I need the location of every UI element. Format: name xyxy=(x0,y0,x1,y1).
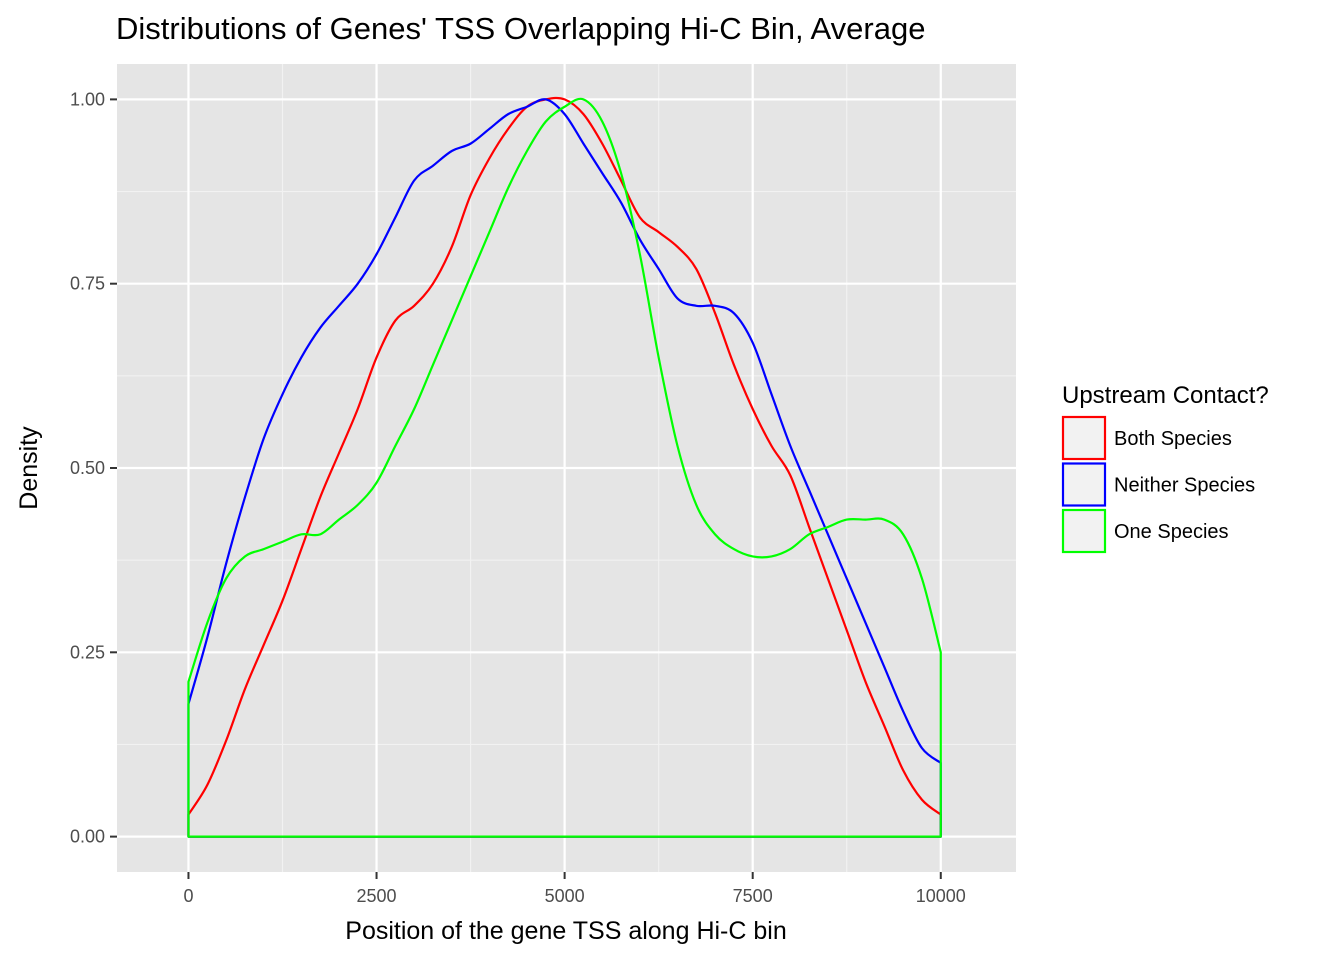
x-tick-label: 10000 xyxy=(916,886,966,906)
legend-label-neither-species: Neither Species xyxy=(1114,475,1255,497)
legend-title: Upstream Contact? xyxy=(1062,382,1269,409)
y-tick-label: 0.50 xyxy=(70,458,105,478)
x-tick-label: 5000 xyxy=(545,886,585,906)
y-axis-title: Density xyxy=(15,426,43,510)
legend-label-both-species: Both Species xyxy=(1114,428,1232,450)
legend-key-one-species xyxy=(1061,508,1107,554)
x-axis: 0 2500 5000 7500 10000 xyxy=(183,872,966,906)
density-line-neither-species xyxy=(187,98,942,838)
y-tick-label: 0.75 xyxy=(70,274,105,294)
series-layer xyxy=(187,96,942,838)
legend-label-one-species: One Species xyxy=(1114,521,1229,543)
legend-key-both-species xyxy=(1061,415,1107,461)
density-line-one-species xyxy=(187,97,942,838)
x-tick-label: 2500 xyxy=(357,886,397,906)
legend: Upstream Contact? Both Species Neither Sp… xyxy=(1061,382,1269,554)
x-tick-label: 7500 xyxy=(733,886,773,906)
y-tick-label: 1.00 xyxy=(70,89,105,109)
chart-title: Distributions of Genes' TSS Overlapping … xyxy=(116,11,925,46)
density-line-both-species xyxy=(187,96,942,838)
y-axis: 0.00 0.25 0.50 0.75 1.00 xyxy=(70,89,117,847)
y-tick-label: 0.25 xyxy=(70,642,105,662)
x-axis-title: Position of the gene TSS along Hi-C bin xyxy=(345,917,786,945)
x-tick-label: 0 xyxy=(183,886,193,906)
legend-items: Both Species Neither Species One Species xyxy=(1061,415,1255,554)
legend-key-neither-species xyxy=(1061,462,1107,507)
y-tick-label: 0.00 xyxy=(70,827,105,847)
